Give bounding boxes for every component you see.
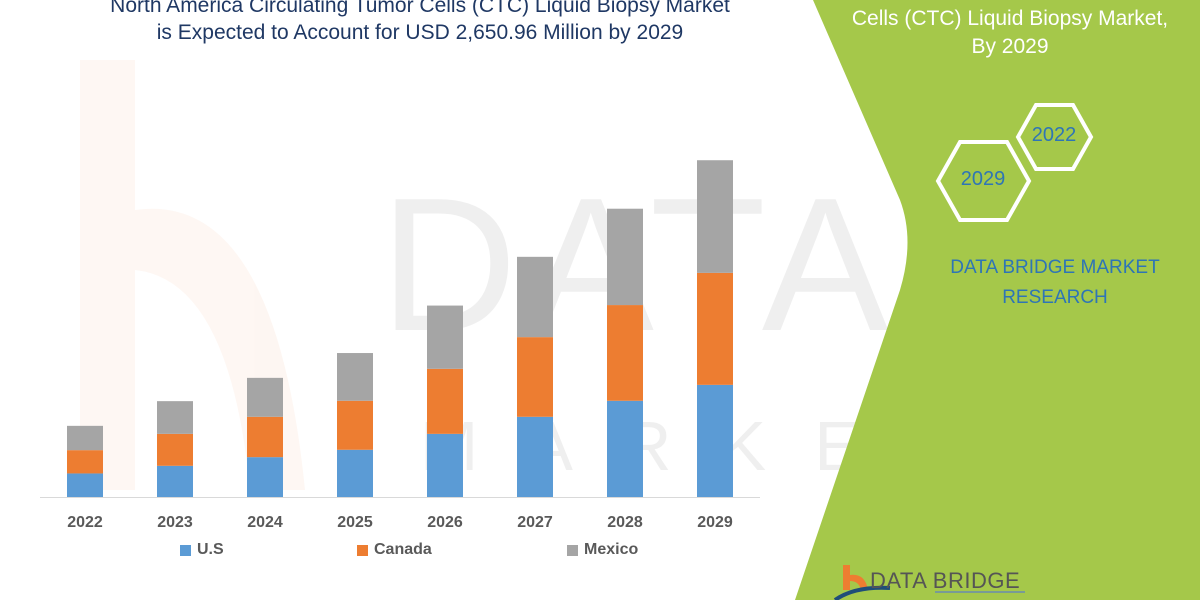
bar-mexico-2024 [247,377,283,417]
hex-label-2022: 2022 [1031,124,1077,146]
bar-us-2026 [427,433,463,498]
bar-us-2027 [517,416,553,498]
chart-title-line1: North America Circulating Tumor Cells (C… [110,0,730,17]
x-tick-label: 2022 [67,514,103,531]
bar-mexico-2027 [517,256,553,338]
x-tick-label: 2027 [517,514,553,531]
legend-swatch [357,544,368,556]
bar-canada-2024 [247,416,283,458]
legend-item: Mexico [567,541,638,559]
bar-mexico-2022 [67,425,103,451]
bar-mexico-2025 [337,353,373,401]
bar-mexico-2029 [697,160,733,273]
bar-canada-2026 [427,368,463,434]
bar-canada-2023 [157,433,193,466]
panel-title-line1: Cells (CTC) Liquid Biopsy Market, [851,7,1169,30]
hex-label-2029: 2029 [960,168,1006,190]
bar-canada-2029 [697,272,733,385]
bar-us-2029 [697,384,733,498]
bar-us-2025 [337,449,373,498]
bar-us-2022 [67,473,103,498]
legend-swatch [567,544,578,556]
bar-mexico-2026 [427,305,463,369]
side-panel [795,0,1200,600]
logo-text: DATA BRIDGE [870,568,1021,593]
x-tick-label: 2026 [427,514,463,531]
bar-canada-2022 [67,450,103,474]
chart-title-line2: is Expected to Account for USD 2,650.96 … [156,21,684,44]
legend-label: U.S [197,541,224,558]
bar-us-2028 [607,400,643,498]
legend-label: Mexico [584,541,639,558]
logo-icon [833,565,891,600]
x-tick-label: 2028 [607,514,643,531]
brand-line2: RESEARCH [1002,287,1108,308]
bar-canada-2025 [337,400,373,450]
bar-canada-2027 [517,337,553,417]
bar-canada-2028 [607,305,643,401]
x-tick-label: 2025 [337,514,373,531]
bar-us-2023 [157,465,193,498]
legend-item: U.S [180,541,224,559]
x-tick-label: 2023 [157,514,193,531]
hexagon-2029 [935,140,1032,222]
legend-swatch [180,544,191,556]
bar-mexico-2028 [607,208,643,306]
x-tick-label: 2029 [697,514,733,531]
bar-mexico-2023 [157,401,193,434]
brand-line1: DATA BRIDGE MARKET [950,257,1160,278]
legend-item: Canada [357,541,432,559]
x-tick-label: 2024 [247,514,283,531]
hexagon-2022 [1015,103,1094,171]
panel-title-line2: By 2029 [971,35,1049,58]
bars-layer [67,160,733,498]
bar-us-2024 [247,457,283,498]
legend-label: Canada [374,541,432,558]
